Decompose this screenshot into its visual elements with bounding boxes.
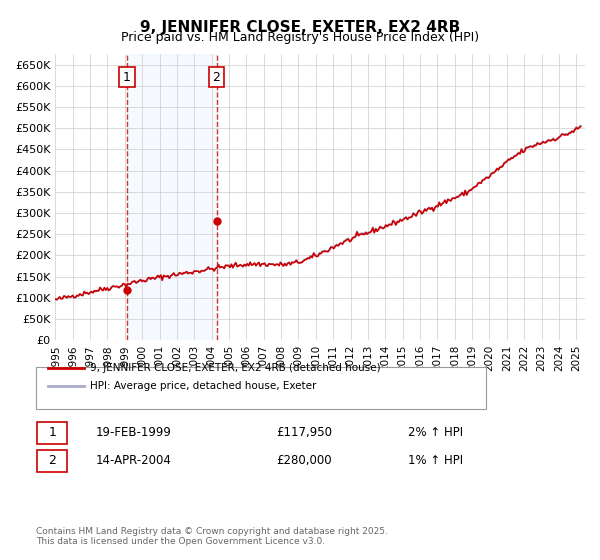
- Text: £117,950: £117,950: [276, 426, 332, 440]
- Text: 1% ↑ HPI: 1% ↑ HPI: [408, 454, 463, 468]
- Text: Price paid vs. HM Land Registry's House Price Index (HPI): Price paid vs. HM Land Registry's House …: [121, 31, 479, 44]
- Text: 14-APR-2004: 14-APR-2004: [96, 454, 172, 468]
- Text: 19-FEB-1999: 19-FEB-1999: [96, 426, 172, 440]
- Text: 2% ↑ HPI: 2% ↑ HPI: [408, 426, 463, 440]
- Text: 1: 1: [48, 426, 56, 440]
- Text: 1: 1: [123, 71, 131, 83]
- Text: 2: 2: [48, 454, 56, 468]
- Text: £280,000: £280,000: [276, 454, 332, 468]
- Text: 2: 2: [212, 71, 220, 83]
- Bar: [127, 54, 217, 340]
- Text: 9, JENNIFER CLOSE, EXETER, EX2 4RB (detached house): 9, JENNIFER CLOSE, EXETER, EX2 4RB (deta…: [90, 363, 380, 373]
- Text: 9, JENNIFER CLOSE, EXETER, EX2 4RB: 9, JENNIFER CLOSE, EXETER, EX2 4RB: [140, 20, 460, 35]
- Text: HPI: Average price, detached house, Exeter: HPI: Average price, detached house, Exet…: [90, 381, 316, 391]
- Text: Contains HM Land Registry data © Crown copyright and database right 2025.
This d: Contains HM Land Registry data © Crown c…: [36, 526, 388, 546]
